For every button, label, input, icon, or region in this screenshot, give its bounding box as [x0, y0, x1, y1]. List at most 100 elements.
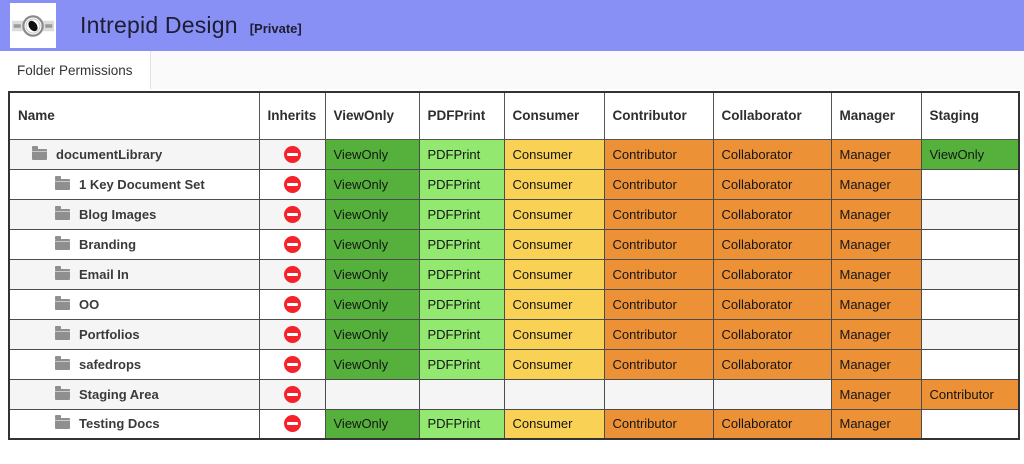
no-entry-icon[interactable] — [283, 265, 301, 283]
permission-cell-manager[interactable]: Manager — [830, 198, 922, 230]
permission-cell-manager[interactable]: Manager — [830, 378, 922, 410]
permission-cell-consumer[interactable]: Consumer — [503, 228, 605, 260]
folder-name: Email In — [79, 266, 129, 282]
permission-cell-contributor[interactable]: Contributor — [603, 348, 714, 380]
no-entry-icon[interactable] — [283, 325, 301, 343]
permission-cell-staging[interactable] — [920, 228, 1020, 260]
permission-cell-viewonly[interactable]: ViewOnly — [324, 168, 420, 200]
no-entry-icon[interactable] — [283, 295, 301, 313]
folder-name: documentLibrary — [56, 146, 163, 162]
permission-cell-manager[interactable]: Manager — [830, 318, 922, 350]
permission-cell-pdfprint[interactable]: PDFPrint — [418, 288, 505, 320]
permission-cell-viewonly[interactable]: ViewOnly — [324, 138, 420, 170]
no-entry-icon[interactable] — [283, 355, 301, 373]
permission-cell-viewonly[interactable]: ViewOnly — [324, 318, 420, 350]
folder-icon — [55, 385, 70, 400]
folder-name: safedrops — [79, 356, 142, 372]
permission-cell-manager[interactable]: Manager — [830, 228, 922, 260]
permission-cell-pdfprint[interactable]: PDFPrint — [418, 168, 505, 200]
permission-cell-contributor[interactable]: Contributor — [603, 288, 714, 320]
permission-cell-contributor[interactable]: Contributor — [603, 198, 714, 230]
permission-cell-pdfprint[interactable]: PDFPrint — [418, 138, 505, 170]
permission-cell-consumer[interactable]: Consumer — [503, 408, 605, 440]
permission-cell-consumer[interactable]: Consumer — [503, 138, 605, 170]
folder-name: Staging Area — [79, 386, 159, 402]
permission-cell-viewonly[interactable]: ViewOnly — [324, 258, 420, 290]
permission-cell-collaborator[interactable]: Collaborator — [712, 318, 832, 350]
permission-cell-contributor[interactable]: Contributor — [603, 138, 714, 170]
column-header-pdfprint: PDFPrint — [418, 91, 505, 140]
permission-cell-pdfprint[interactable]: PDFPrint — [418, 198, 505, 230]
permission-cell-contributor[interactable]: Contributor — [603, 408, 714, 440]
no-entry-icon[interactable] — [283, 385, 301, 403]
permissions-table: Name Inherits ViewOnly PDFPrint Consumer Cont… — [8, 91, 1020, 440]
permission-cell-consumer[interactable]: Consumer — [503, 168, 605, 200]
permission-cell-collaborator[interactable]: Collaborator — [712, 228, 832, 260]
permission-cell-viewonly[interactable]: ViewOnly — [324, 288, 420, 320]
permission-cell-staging[interactable] — [920, 348, 1020, 380]
permission-cell-contributor[interactable]: Contributor — [603, 228, 714, 260]
permission-cell-consumer[interactable] — [503, 378, 605, 410]
table-row: Branding ViewOnly PDFPrint Consumer Contribu… — [8, 228, 1020, 260]
table-body: documentLibrary ViewOnly PDFPrint Consumer C… — [8, 138, 1020, 440]
table-row: documentLibrary ViewOnly PDFPrint Consumer C… — [8, 138, 1020, 170]
permission-cell-pdfprint[interactable]: PDFPrint — [418, 228, 505, 260]
permission-cell-viewonly[interactable]: ViewOnly — [324, 228, 420, 260]
permission-cell-consumer[interactable]: Consumer — [503, 258, 605, 290]
permission-cell-pdfprint[interactable]: PDFPrint — [418, 258, 505, 290]
permission-cell-manager[interactable]: Manager — [830, 348, 922, 380]
folder-name-cell: Blog Images — [8, 198, 260, 230]
permission-cell-viewonly[interactable]: ViewOnly — [324, 408, 420, 440]
permission-cell-staging[interactable]: Contributor — [920, 378, 1020, 410]
permission-cell-contributor[interactable]: Contributor — [603, 318, 714, 350]
permission-cell-consumer[interactable]: Consumer — [503, 348, 605, 380]
permission-cell-consumer[interactable]: Consumer — [503, 288, 605, 320]
permission-cell-manager[interactable]: Manager — [830, 138, 922, 170]
permission-cell-viewonly[interactable]: ViewOnly — [324, 198, 420, 230]
permission-cell-staging[interactable] — [920, 168, 1020, 200]
permission-cell-staging[interactable] — [920, 258, 1020, 290]
no-entry-icon[interactable] — [283, 235, 301, 253]
no-entry-icon[interactable] — [283, 205, 301, 223]
permission-cell-collaborator[interactable] — [712, 378, 832, 410]
permission-cell-staging[interactable] — [920, 318, 1020, 350]
table-row: Blog Images ViewOnly PDFPrint Consumer Contr… — [8, 198, 1020, 230]
permission-cell-viewonly[interactable]: ViewOnly — [324, 348, 420, 380]
permission-cell-collaborator[interactable]: Collaborator — [712, 258, 832, 290]
permission-cell-contributor[interactable]: Contributor — [603, 258, 714, 290]
permission-cell-contributor[interactable]: Contributor — [603, 168, 714, 200]
permission-cell-staging[interactable]: ViewOnly — [920, 138, 1020, 170]
permission-cell-staging[interactable] — [920, 408, 1020, 440]
permission-cell-manager[interactable]: Manager — [830, 258, 922, 290]
permission-cell-collaborator[interactable]: Collaborator — [712, 168, 832, 200]
permission-cell-viewonly[interactable] — [324, 378, 420, 410]
permission-cell-consumer[interactable]: Consumer — [503, 318, 605, 350]
permission-cell-manager[interactable]: Manager — [830, 168, 922, 200]
permission-cell-manager[interactable]: Manager — [830, 288, 922, 320]
tab-folder-permissions[interactable]: Folder Permissions — [0, 51, 151, 89]
permission-cell-collaborator[interactable]: Collaborator — [712, 198, 832, 230]
permission-cell-pdfprint[interactable]: PDFPrint — [418, 408, 505, 440]
permission-cell-collaborator[interactable]: Collaborator — [712, 348, 832, 380]
table-row: 1 Key Document Set ViewOnly PDFPrint Consum… — [8, 168, 1020, 200]
column-header-staging: Staging — [920, 91, 1020, 140]
permission-cell-collaborator[interactable]: Collaborator — [712, 138, 832, 170]
permission-cell-pdfprint[interactable]: PDFPrint — [418, 318, 505, 350]
permission-cell-contributor[interactable] — [603, 378, 714, 410]
folder-name-cell: 1 Key Document Set — [8, 168, 260, 200]
permission-cell-collaborator[interactable]: Collaborator — [712, 408, 832, 440]
permission-cell-pdfprint[interactable] — [418, 378, 505, 410]
permission-cell-staging[interactable] — [920, 288, 1020, 320]
folder-name-cell: Email In — [8, 258, 260, 290]
permission-cell-collaborator[interactable]: Collaborator — [712, 288, 832, 320]
folder-icon — [55, 325, 70, 340]
permission-cell-manager[interactable]: Manager — [830, 408, 922, 440]
no-entry-icon[interactable] — [283, 415, 301, 433]
permission-cell-consumer[interactable]: Consumer — [503, 198, 605, 230]
top-bar: Intrepid Design [Private] — [0, 0, 1024, 51]
permission-cell-pdfprint[interactable]: PDFPrint — [418, 348, 505, 380]
folder-icon — [55, 295, 70, 310]
no-entry-icon[interactable] — [283, 145, 301, 163]
no-entry-icon[interactable] — [283, 175, 301, 193]
permission-cell-staging[interactable] — [920, 198, 1020, 230]
